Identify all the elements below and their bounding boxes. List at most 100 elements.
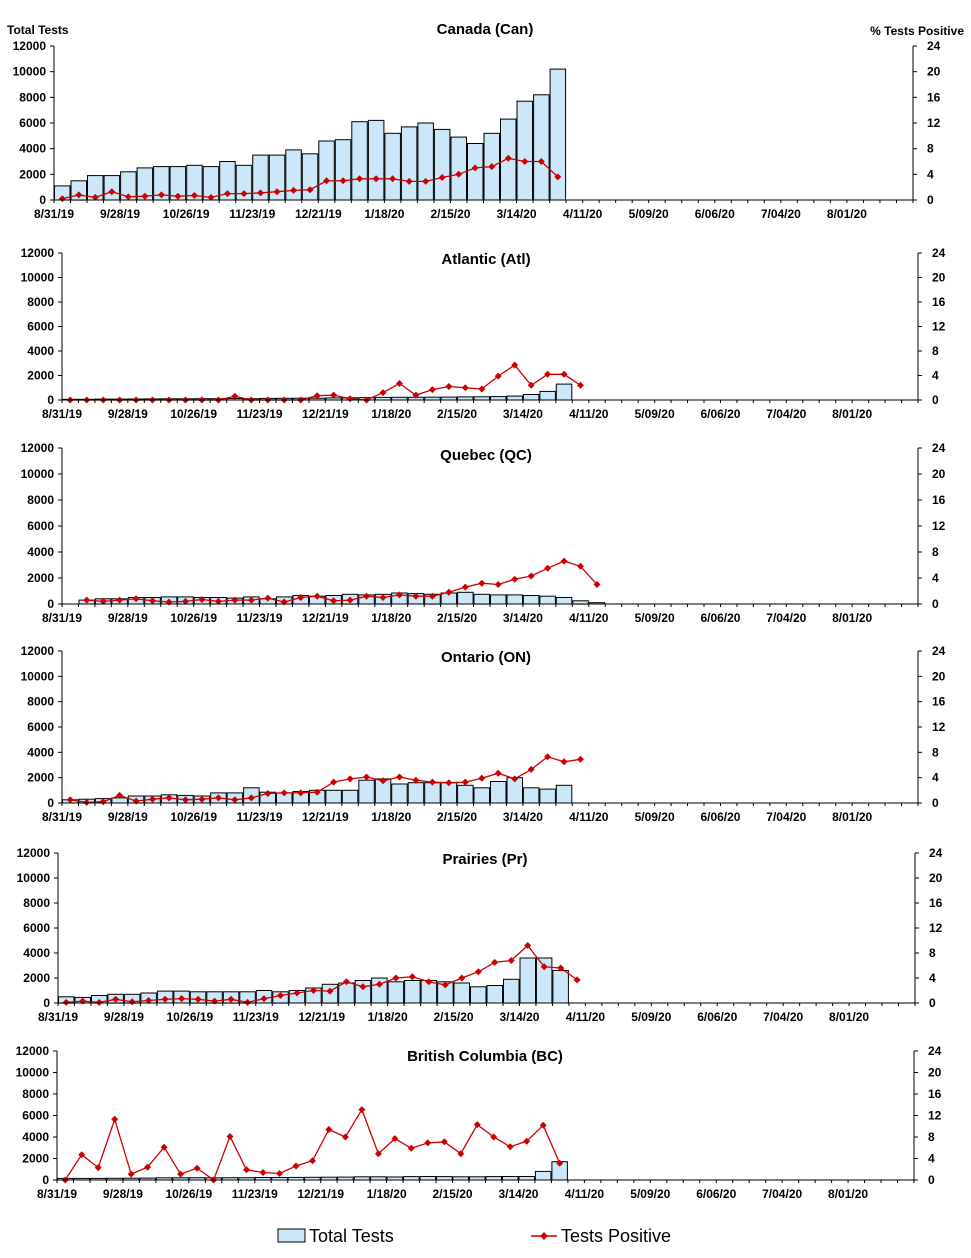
line-point xyxy=(379,389,387,397)
line-point xyxy=(425,978,433,986)
x-tick-label: 1/18/20 xyxy=(371,407,411,421)
left-tick-label: 12000 xyxy=(21,644,55,658)
right-tick-label: 20 xyxy=(932,271,946,285)
x-tick-label: 12/21/19 xyxy=(302,810,349,824)
line-point xyxy=(240,190,248,198)
x-tick-label: 10/26/19 xyxy=(170,810,217,824)
left-tick-label: 2000 xyxy=(22,1152,49,1166)
chart-panels: Canada (Can)0200040006000800010000120000… xyxy=(13,21,946,1201)
x-tick-label: 4/11/20 xyxy=(563,207,603,221)
line-point xyxy=(310,987,317,994)
bar xyxy=(534,1170,552,1181)
line-point xyxy=(527,381,535,389)
right-tick-label: 20 xyxy=(927,65,941,79)
line-point xyxy=(445,383,453,390)
bar xyxy=(552,970,569,1004)
right-tick-label: 0 xyxy=(932,597,939,611)
bar xyxy=(391,783,408,804)
line-point xyxy=(457,1150,465,1158)
x-tick-label: 12/21/19 xyxy=(302,407,349,421)
left-tick-label: 4000 xyxy=(27,344,54,358)
left-tick-label: 10000 xyxy=(17,871,51,885)
right-tick-label: 0 xyxy=(927,193,934,207)
line-point xyxy=(473,1121,481,1129)
series-line xyxy=(64,1108,561,1182)
line-point xyxy=(339,177,347,185)
line-point xyxy=(471,164,479,172)
x-tick-label: 5/09/20 xyxy=(630,1187,670,1201)
line-point xyxy=(224,190,231,198)
line-point xyxy=(292,1162,300,1170)
line-point xyxy=(207,193,215,201)
line-point xyxy=(214,794,222,802)
x-tick-label: 9/28/19 xyxy=(108,810,148,824)
bar xyxy=(539,595,556,605)
left-tick-label: 6000 xyxy=(27,320,54,334)
line-point xyxy=(149,795,156,803)
right-axis-title: % Tests Positive xyxy=(870,24,964,38)
line-point xyxy=(108,188,116,196)
line-point xyxy=(280,789,288,797)
line-point xyxy=(264,594,272,602)
x-tick-label: 4/11/20 xyxy=(569,810,609,824)
x-tick-label: 8/01/20 xyxy=(832,810,872,824)
x-tick-label: 9/28/19 xyxy=(103,1187,143,1201)
x-tick-label: 8/01/20 xyxy=(832,611,872,625)
line-point xyxy=(226,1133,234,1140)
line-point xyxy=(83,798,91,806)
line-point xyxy=(494,769,502,777)
line-point xyxy=(290,186,297,194)
bar xyxy=(516,100,533,201)
line-point xyxy=(193,1164,201,1172)
left-tick-label: 12000 xyxy=(21,441,55,455)
x-tick-label: 3/14/20 xyxy=(503,810,543,824)
line-point xyxy=(392,974,400,982)
bar xyxy=(367,119,385,201)
line-point xyxy=(540,963,548,971)
left-tick-label: 12000 xyxy=(16,1044,50,1058)
left-tick-label: 10000 xyxy=(16,1066,50,1080)
left-tick-label: 12000 xyxy=(21,246,55,260)
bar xyxy=(457,591,474,605)
x-tick-label: 2/15/20 xyxy=(430,207,470,221)
x-tick-label: 8/31/19 xyxy=(42,810,82,824)
line-point xyxy=(573,976,581,984)
x-tick-label: 2/15/20 xyxy=(437,611,477,625)
bar xyxy=(341,789,359,804)
x-tick-label: 7/04/20 xyxy=(766,407,806,421)
bar xyxy=(506,594,523,605)
chart-title: British Columbia (BC) xyxy=(407,1048,563,1065)
x-tick-label: 5/09/20 xyxy=(629,207,669,221)
line-point xyxy=(276,1170,283,1177)
x-tick-label: 10/26/19 xyxy=(170,611,217,625)
line-point xyxy=(247,794,255,802)
line-point xyxy=(174,192,182,200)
line-point xyxy=(375,980,383,988)
x-tick-label: 7/04/20 xyxy=(761,207,801,221)
left-tick-label: 6000 xyxy=(27,720,54,734)
line-point xyxy=(243,1166,250,1174)
line-point xyxy=(112,995,120,1003)
line-point xyxy=(412,776,420,784)
line-point xyxy=(521,158,529,165)
line-point xyxy=(511,575,519,583)
x-tick-label: 2/15/20 xyxy=(437,810,477,824)
bar xyxy=(485,1176,502,1181)
line-point xyxy=(342,978,350,986)
line-point xyxy=(259,1169,267,1176)
x-tick-label: 5/09/20 xyxy=(631,1010,671,1024)
x-tick-label: 5/09/20 xyxy=(635,407,675,421)
line-point xyxy=(379,594,387,601)
bar xyxy=(522,787,540,804)
line-point xyxy=(116,596,124,604)
line-point xyxy=(94,1164,102,1172)
line-point xyxy=(557,964,565,972)
bar xyxy=(407,782,425,804)
x-tick-label: 3/14/20 xyxy=(497,207,537,221)
line-point xyxy=(177,1170,185,1178)
line-point xyxy=(458,974,466,982)
line-point xyxy=(507,957,515,964)
chart-title: Ontario (ON) xyxy=(441,649,531,666)
bar xyxy=(518,1176,535,1181)
right-tick-label: 20 xyxy=(929,871,943,885)
